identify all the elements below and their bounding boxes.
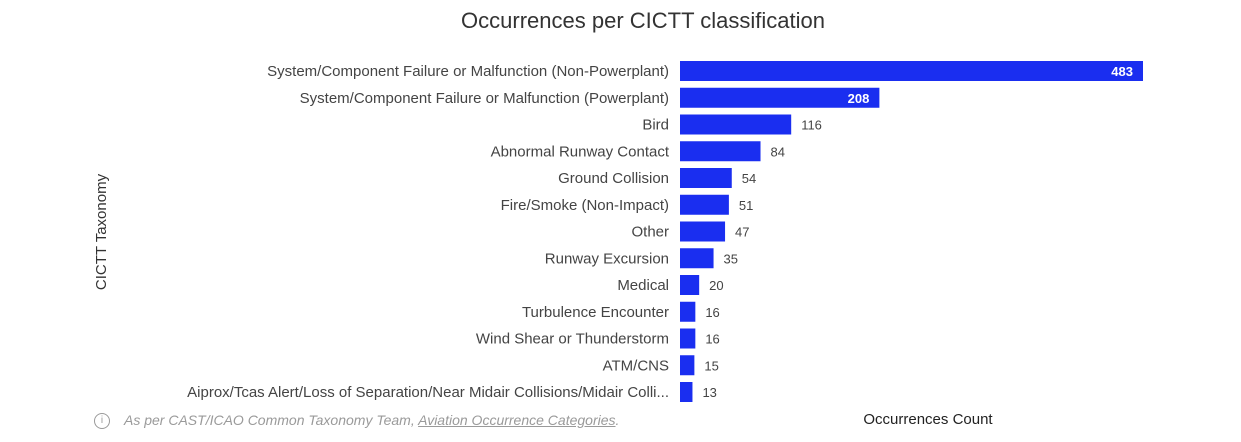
bar[interactable] bbox=[680, 275, 700, 295]
bar[interactable] bbox=[680, 194, 729, 215]
info-icon[interactable]: i bbox=[94, 413, 110, 430]
value-label: 116 bbox=[801, 118, 822, 133]
bar[interactable] bbox=[680, 221, 726, 242]
category-label: System/Component Failure or Malfunction … bbox=[300, 90, 669, 107]
bar[interactable] bbox=[680, 355, 695, 376]
value-label: 54 bbox=[742, 171, 756, 186]
footnote: i As per CAST/ICAO Common Taxonomy Team, … bbox=[94, 412, 620, 430]
category-label: ATM/CNS bbox=[603, 357, 669, 374]
bar[interactable] bbox=[680, 248, 714, 269]
bar[interactable] bbox=[680, 328, 696, 349]
value-label: 51 bbox=[739, 198, 753, 213]
category-label: Ground Collision bbox=[558, 170, 669, 187]
category-label: Wind Shear or Thunderstorm bbox=[476, 331, 669, 348]
bars-group: System/Component Failure or Malfunction … bbox=[187, 61, 1143, 402]
value-label: 15 bbox=[704, 358, 718, 373]
category-label: System/Component Failure or Malfunction … bbox=[267, 63, 669, 80]
bar[interactable] bbox=[680, 114, 792, 135]
category-label: Medical bbox=[617, 277, 669, 294]
value-label: 84 bbox=[771, 144, 785, 159]
value-label: 20 bbox=[709, 278, 723, 293]
value-label: 16 bbox=[705, 332, 719, 347]
category-label: Turbulence Encounter bbox=[522, 304, 669, 321]
category-label: Abnormal Runway Contact bbox=[491, 143, 670, 160]
bar[interactable] bbox=[680, 168, 732, 188]
category-label: Runway Excursion bbox=[545, 250, 669, 267]
y-axis-label: CICTT Taxonomy bbox=[93, 173, 110, 290]
value-label: 47 bbox=[735, 225, 749, 240]
bar[interactable] bbox=[680, 87, 880, 108]
bar[interactable] bbox=[680, 61, 1143, 81]
bar[interactable] bbox=[680, 141, 761, 162]
value-label: 16 bbox=[705, 305, 719, 320]
bar[interactable] bbox=[680, 382, 693, 402]
bar[interactable] bbox=[680, 301, 696, 322]
footnote-suffix: . bbox=[615, 412, 620, 428]
category-label: Fire/Smoke (Non-Impact) bbox=[501, 197, 669, 214]
x-axis-label: Occurrences Count bbox=[863, 411, 993, 428]
value-label: 13 bbox=[702, 385, 716, 400]
value-label: 35 bbox=[724, 251, 738, 266]
category-label: Aiprox/Tcas Alert/Loss of Separation/Nea… bbox=[187, 384, 669, 401]
chart-title: Occurrences per CICTT classification bbox=[461, 8, 825, 33]
value-label: 483 bbox=[1111, 64, 1133, 79]
aviation-occurrence-categories-link[interactable]: Aviation Occurrence Categories bbox=[418, 412, 616, 428]
category-label: Other bbox=[631, 224, 669, 241]
value-label: 208 bbox=[848, 91, 870, 106]
category-label: Bird bbox=[642, 117, 669, 134]
footnote-text: As per CAST/ICAO Common Taxonomy Team, bbox=[124, 412, 419, 428]
